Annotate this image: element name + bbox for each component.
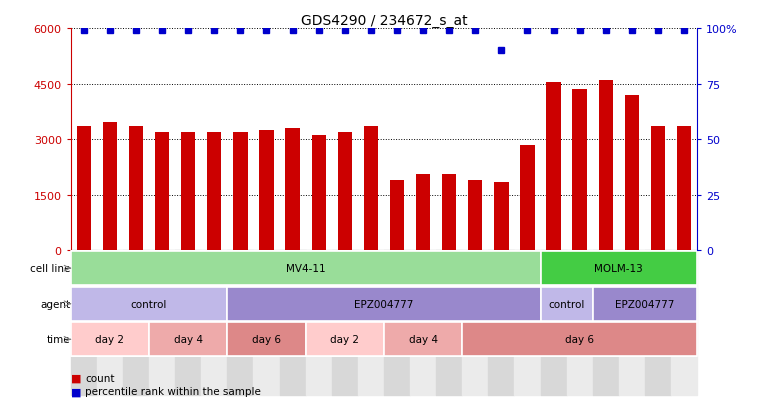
Bar xyxy=(253,251,279,395)
Bar xyxy=(436,251,462,395)
Bar xyxy=(181,133,196,251)
Bar xyxy=(677,127,691,251)
Bar xyxy=(416,175,430,251)
Bar xyxy=(593,287,697,321)
Text: agent: agent xyxy=(40,299,70,309)
Bar xyxy=(97,251,123,395)
Bar xyxy=(228,251,253,395)
Bar xyxy=(279,251,306,395)
Text: ■: ■ xyxy=(71,387,81,396)
Bar xyxy=(651,127,665,251)
Bar xyxy=(233,133,247,251)
Bar xyxy=(671,251,697,395)
Bar xyxy=(572,90,587,251)
Bar xyxy=(546,83,561,251)
Text: day 2: day 2 xyxy=(95,335,124,344)
Bar xyxy=(593,251,619,395)
Bar xyxy=(442,175,457,251)
Bar xyxy=(207,133,221,251)
Bar xyxy=(599,81,613,251)
Text: day 4: day 4 xyxy=(174,335,202,344)
Text: percentile rank within the sample: percentile rank within the sample xyxy=(85,387,261,396)
Bar xyxy=(71,252,540,285)
Bar xyxy=(149,323,228,356)
Bar xyxy=(384,323,462,356)
Text: EPZ004777: EPZ004777 xyxy=(354,299,414,309)
Text: control: control xyxy=(549,299,584,309)
Bar xyxy=(149,251,175,395)
Bar xyxy=(71,251,97,395)
Bar xyxy=(358,251,384,395)
Bar xyxy=(123,251,149,395)
Bar xyxy=(462,323,697,356)
Bar xyxy=(410,251,436,395)
Text: MOLM-13: MOLM-13 xyxy=(594,263,643,273)
Bar xyxy=(489,251,514,395)
Bar xyxy=(311,136,326,251)
Bar xyxy=(71,287,228,321)
Bar xyxy=(462,251,489,395)
Text: count: count xyxy=(85,373,115,383)
Bar xyxy=(71,323,149,356)
Bar xyxy=(103,123,117,251)
Bar xyxy=(384,251,410,395)
Bar xyxy=(285,129,300,251)
Text: EPZ004777: EPZ004777 xyxy=(615,299,674,309)
Text: cell line: cell line xyxy=(30,263,70,273)
Bar xyxy=(645,251,671,395)
Bar xyxy=(494,183,508,251)
Text: time: time xyxy=(46,335,70,344)
Text: day 2: day 2 xyxy=(330,335,359,344)
Bar xyxy=(390,180,404,251)
Bar xyxy=(619,251,645,395)
Text: day 4: day 4 xyxy=(409,335,438,344)
Bar xyxy=(129,127,143,251)
Bar xyxy=(175,251,201,395)
Bar xyxy=(306,251,332,395)
Bar xyxy=(332,251,358,395)
Bar xyxy=(228,287,540,321)
Text: MV4-11: MV4-11 xyxy=(286,263,326,273)
Bar xyxy=(364,127,378,251)
Title: GDS4290 / 234672_s_at: GDS4290 / 234672_s_at xyxy=(301,14,467,28)
Bar xyxy=(468,180,482,251)
Bar xyxy=(155,133,169,251)
Text: day 6: day 6 xyxy=(252,335,281,344)
Bar xyxy=(540,252,697,285)
Bar xyxy=(77,127,91,251)
Bar xyxy=(201,251,228,395)
Bar xyxy=(338,133,352,251)
Bar xyxy=(521,145,535,251)
Bar xyxy=(228,323,306,356)
Text: day 6: day 6 xyxy=(565,335,594,344)
Text: control: control xyxy=(131,299,167,309)
Bar xyxy=(306,323,384,356)
Bar xyxy=(540,251,567,395)
Bar xyxy=(260,131,274,251)
Bar xyxy=(625,95,639,251)
Bar xyxy=(540,287,593,321)
Bar xyxy=(514,251,540,395)
Bar xyxy=(567,251,593,395)
Text: ■: ■ xyxy=(71,373,81,383)
